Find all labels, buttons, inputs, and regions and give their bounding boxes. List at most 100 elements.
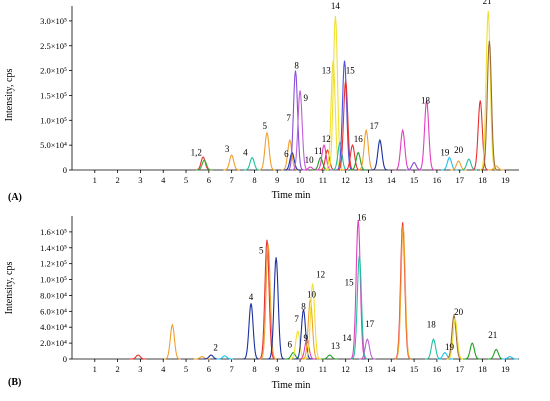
panel-b-peak-label: 20	[454, 307, 464, 317]
panel-a-peak-label: 5	[262, 121, 267, 131]
panel-b-peak-trace	[321, 354, 338, 360]
panel-b-peak-trace	[164, 323, 181, 360]
panel-b-peak-trace	[394, 225, 412, 360]
panel-b-peak-label: 2	[213, 343, 218, 353]
panel-a-y-tick-label: 1.5×10⁵	[40, 90, 67, 100]
panel-b-peak-trace	[349, 219, 367, 360]
panel-b-x-tick-label: 15	[410, 364, 419, 374]
panel-b-x-tick-label: 5	[184, 364, 188, 374]
panel-a-peak-trace	[258, 131, 276, 171]
panel-b-peak-trace	[259, 243, 277, 360]
panel-b-peak-label: 7	[294, 314, 299, 324]
panel-b-peak-label: 10	[307, 289, 317, 299]
panel-b: Intensity, cps Time min (B) 0 2.0×10⁴ 4.0×…	[4, 212, 519, 391]
panel-b-x-tick-label: 2	[115, 364, 119, 374]
panel-a-peak-trace	[371, 138, 389, 171]
panel-a-x-tick-label: 11	[319, 175, 327, 185]
panel-a-peak-label: 12	[322, 134, 331, 144]
panel-a-y-tick-label: 2.0×10⁵	[40, 66, 67, 76]
panel-a-x-tick-label: 16	[433, 175, 442, 185]
panel-a-peak-trace	[357, 128, 375, 171]
panel-a-peak-trace	[315, 143, 333, 171]
panel-b-y-tick-label: 1.4×10⁵	[40, 243, 67, 253]
panel-a-peak-trace	[243, 156, 261, 171]
panel-a-peak-trace	[350, 151, 367, 171]
panel-b-peak-label: 5	[259, 246, 264, 256]
panel-a: Intensity, cps Time min (A) 0 5.0×10⁴ 1.0×…	[4, 0, 519, 203]
panel-a-x-tick-label: 4	[161, 175, 166, 185]
panel-b-y-tick-label: 1.2×10⁵	[40, 259, 67, 269]
panel-b-x-tick-label: 16	[433, 364, 442, 374]
panel-b-peak-trace	[216, 355, 234, 360]
panel-a-x-tick-label: 8	[252, 175, 256, 185]
panel-a-peak-trace	[331, 141, 349, 171]
panel-a-peak-label: 6	[284, 149, 289, 159]
panel-b-peak-trace	[295, 309, 312, 360]
panel-b-x-tick-label: 10	[296, 364, 305, 374]
panel-a-x-tick-label: 2	[115, 175, 119, 185]
panel-a-peak-trace	[471, 100, 489, 171]
panel-a-y-tick-label: 1.0×10⁵	[40, 115, 67, 125]
panel-a-peak-trace	[394, 128, 411, 171]
panel-b-peak-label: 17	[365, 319, 375, 329]
panel-b-xlabel: Time min	[272, 380, 311, 391]
panel-b-y-tick-label: 6.0×10⁴	[40, 306, 67, 316]
panel-b-x-tick-label: 6	[207, 364, 211, 374]
panel-b-peak-trace	[425, 338, 442, 360]
panel-a-peak-label: 13	[322, 66, 332, 76]
panel-a-peak-label: 17	[370, 121, 380, 131]
panel-b-peak-label: 8	[301, 301, 306, 311]
panel-b-peak-trace	[258, 239, 276, 360]
panel-a-x-tick-label: 15	[410, 175, 419, 185]
panel-b-x-tick-label: 18	[478, 364, 487, 374]
panel-b-peak-label: 12	[316, 270, 325, 280]
panel-a-peak-label: 19	[440, 148, 450, 158]
panel-b-peak-trace	[202, 354, 220, 360]
panel-a-y-tick-label: 3.0×10⁵	[40, 16, 67, 26]
panel-a-peak-label: 21	[483, 0, 492, 6]
panel-b-peak-label: 16	[357, 212, 367, 222]
panel-a-peak-label: 11	[314, 146, 323, 156]
panel-a-y-tick-label: 0	[63, 165, 67, 175]
panel-b-x-tick-label: 9	[275, 364, 279, 374]
panel-b-peak-trace	[289, 329, 307, 360]
panel-a-x-tick-label: 14	[387, 175, 396, 185]
panel-b-peak-label: 19	[445, 342, 455, 352]
panel-a-x-tick-label: 13	[364, 175, 373, 185]
panel-b-peak-trace	[446, 317, 464, 360]
panel-a-peak-label: 4	[243, 148, 248, 158]
panel-b-peak-label: 21	[488, 330, 497, 340]
panel-b-peak-trace	[193, 356, 211, 360]
panel-b-y-tick-label: 1.6×10⁵	[40, 227, 67, 237]
panel-a-peak-label: 15	[346, 66, 356, 76]
panel-a-x-tick-label: 10	[296, 175, 305, 185]
panel-a-x-tick-label: 3	[138, 175, 142, 185]
panel-b-y-tick-label: 4.0×10⁴	[40, 322, 67, 332]
panel-a-peak-label: 1,2	[191, 148, 202, 158]
panel-a-peak-trace	[223, 154, 240, 171]
panel-b-y-tick-label: 8.0×10⁴	[40, 290, 67, 300]
panel-a-y-tick-label: 5.0×10⁴	[40, 140, 67, 150]
panel-b-peak-trace	[394, 222, 411, 360]
panel-b-x-tick-label: 13	[364, 364, 373, 374]
panel-b-x-tick-label: 1	[93, 364, 97, 374]
panel-b-label: (B)	[8, 377, 21, 388]
panel-a-x-tick-label: 9	[275, 175, 279, 185]
panel-b-peak-label: 18	[427, 320, 437, 330]
panel-b-peak-trace	[304, 283, 321, 360]
panel-a-peak-trace	[194, 156, 212, 171]
panel-a-peak-label: 7	[286, 113, 291, 123]
panel-a-peak-trace	[291, 90, 309, 171]
panel-a-peak-label: 20	[454, 145, 464, 155]
panel-a-x-tick-label: 5	[184, 175, 188, 185]
panel-b-peak-trace	[436, 352, 454, 360]
panel-a-peak-trace	[287, 70, 304, 171]
panel-b-peak-trace	[501, 356, 519, 360]
panel-a-peak-trace	[441, 156, 458, 171]
panel-a-peak-label: 9	[304, 93, 309, 103]
panel-b-peak-trace	[302, 299, 319, 360]
panel-b-peak-label: 15	[345, 278, 355, 288]
panel-a-x-tick-label: 17	[455, 175, 464, 185]
panel-b-x-tick-label: 3	[138, 364, 142, 374]
panel-a-x-tick-label: 12	[341, 175, 350, 185]
